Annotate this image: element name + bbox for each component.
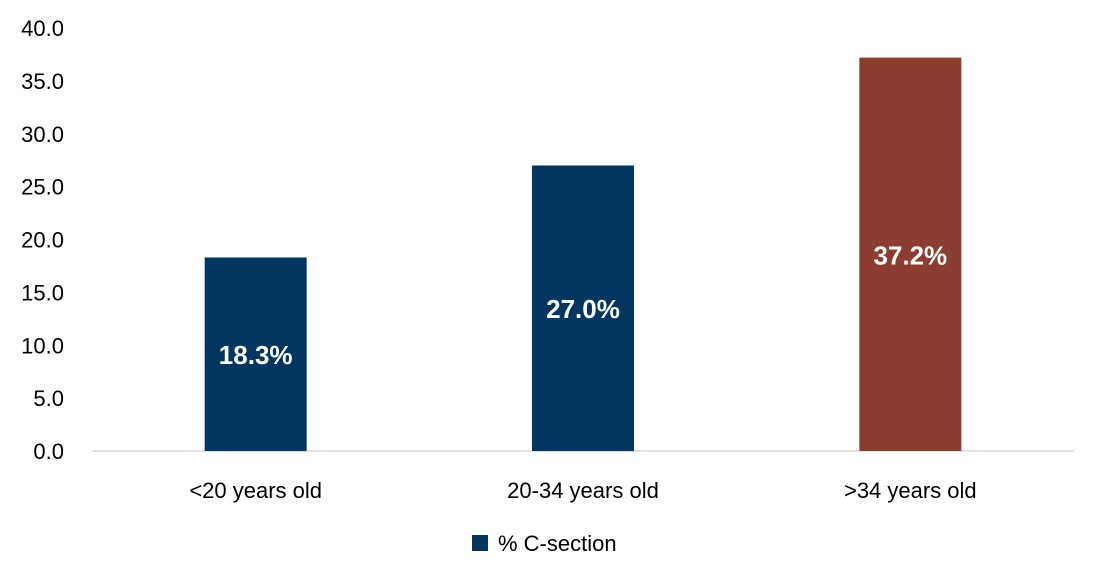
x-category-label: 20-34 years old [507,478,659,503]
y-tick-label: 15.0 [21,280,64,305]
data-label: 18.3% [219,340,293,370]
y-tick-label: 40.0 [21,16,64,41]
x-category-label: <20 years old [189,478,322,503]
bars: 18.3% 27.0% 37.2% [204,57,962,452]
y-tick-label: 0.0 [33,439,64,464]
y-tick-label: 10.0 [21,333,64,358]
x-category-label: >34 years old [844,478,977,503]
data-label: 37.2% [873,240,947,270]
y-axis-ticks: 0.0 5.0 10.0 15.0 20.0 25.0 30.0 35.0 40.0 [21,16,64,464]
y-tick-label: 25.0 [21,175,64,200]
x-axis-categories: <20 years old 20-34 years old >34 years ol… [189,478,976,503]
y-tick-label: 5.0 [33,386,64,411]
y-tick-label: 20.0 [21,228,64,253]
bar [859,57,962,452]
legend-swatch [472,535,488,551]
y-tick-label: 35.0 [21,69,64,94]
data-label: 27.0% [546,294,620,324]
legend-label: % C-section [498,531,617,556]
y-tick-label: 30.0 [21,122,64,147]
legend: % C-section [472,531,617,556]
bar [204,257,307,451]
bar [532,165,634,451]
